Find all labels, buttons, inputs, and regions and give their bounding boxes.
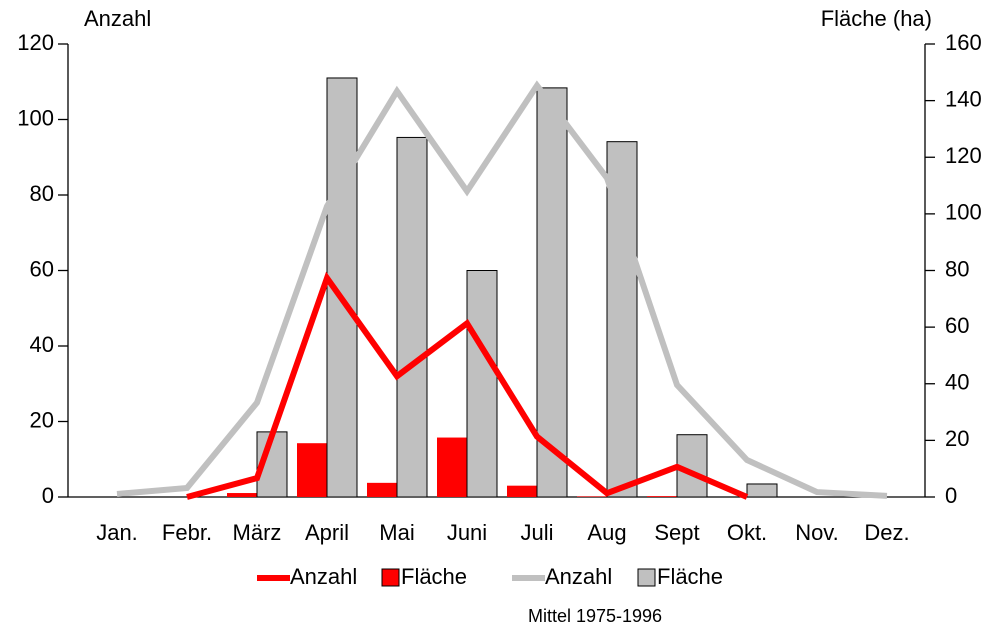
y2-tick-label: 20 bbox=[945, 426, 969, 451]
bar bbox=[437, 437, 467, 497]
annotation: Mittel 1975-1996 bbox=[528, 606, 662, 626]
y2-tick-label: 0 bbox=[945, 483, 957, 508]
legend-label: Anzahl bbox=[545, 564, 612, 589]
legend-label: Anzahl bbox=[290, 564, 357, 589]
x-tick-label: Okt. bbox=[727, 520, 767, 545]
y-tick-label: 40 bbox=[30, 332, 54, 357]
x-tick-label: Juni bbox=[447, 520, 487, 545]
legend-swatch bbox=[637, 568, 656, 587]
bar bbox=[396, 136, 428, 498]
line bbox=[116, 80, 888, 499]
y-tick-label: 120 bbox=[17, 30, 54, 55]
x-tick-label: Nov. bbox=[795, 520, 839, 545]
y2-tick-label: 160 bbox=[945, 30, 982, 55]
x-tick-label: Mai bbox=[379, 520, 414, 545]
y2-tick-label: 100 bbox=[945, 200, 982, 225]
x-tick-label: April bbox=[305, 520, 349, 545]
y2-tick-label: 80 bbox=[945, 256, 969, 281]
y-tick-label: 100 bbox=[17, 105, 54, 130]
x-tick-label: Sept bbox=[654, 520, 699, 545]
x-tick-label: Dez. bbox=[864, 520, 909, 545]
y2-tick-label: 140 bbox=[945, 86, 982, 111]
bar bbox=[507, 485, 537, 497]
y-axis-label: Anzahl bbox=[84, 6, 151, 31]
bar bbox=[466, 270, 498, 498]
x-tick-label: Aug bbox=[587, 520, 626, 545]
legend-swatch bbox=[381, 568, 400, 587]
y2-tick-label: 40 bbox=[945, 370, 969, 395]
x-tick-label: Febr. bbox=[162, 520, 212, 545]
y2-tick-label: 120 bbox=[945, 143, 982, 168]
y-tick-label: 60 bbox=[30, 256, 54, 281]
legend-label: Fläche bbox=[401, 564, 467, 589]
y-tick-label: 20 bbox=[30, 407, 54, 432]
x-tick-label: Jan. bbox=[96, 520, 138, 545]
bar bbox=[577, 496, 607, 497]
bar bbox=[297, 443, 327, 497]
bar bbox=[367, 482, 397, 497]
y-tick-label: 80 bbox=[30, 181, 54, 206]
bar bbox=[227, 493, 257, 497]
legend-label: Fläche bbox=[657, 564, 723, 589]
line bbox=[186, 271, 749, 500]
bar bbox=[746, 483, 778, 498]
x-tick-label: März bbox=[233, 520, 282, 545]
bar bbox=[536, 87, 568, 498]
y-tick-label: 0 bbox=[42, 483, 54, 508]
bar bbox=[647, 496, 677, 497]
y2-tick-label: 60 bbox=[945, 313, 969, 338]
x-tick-label: Juli bbox=[520, 520, 553, 545]
y2-axis-label: Fläche (ha) bbox=[821, 6, 932, 31]
